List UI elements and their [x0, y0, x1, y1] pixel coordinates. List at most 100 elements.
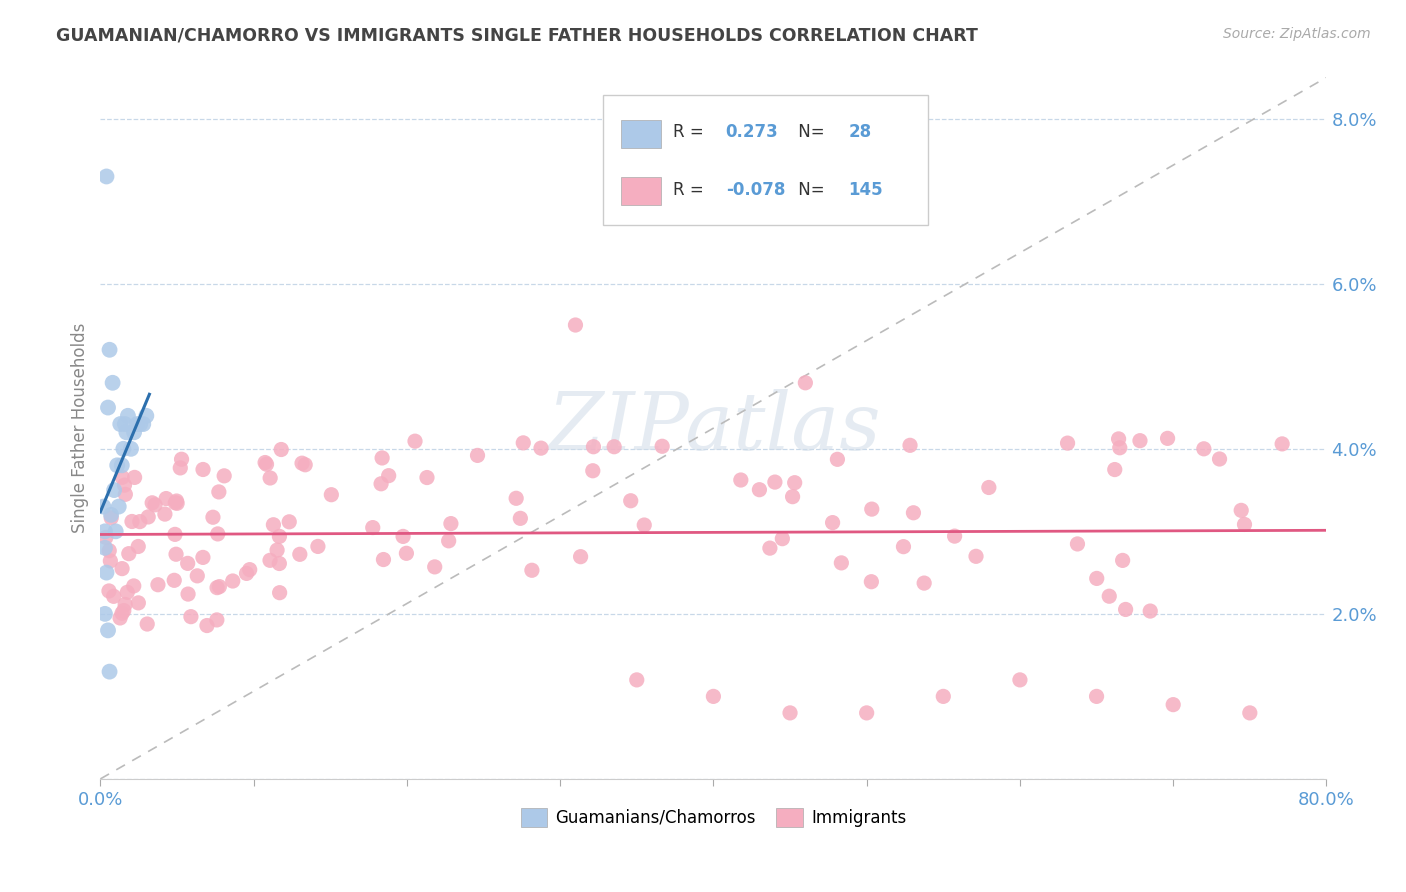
Point: [977, 481, 1000, 495]
Point: [129, 417, 152, 431]
Point: [191, 550, 214, 565]
Point: [235, 566, 257, 581]
Point: [254, 456, 277, 470]
Point: [416, 470, 439, 484]
Point: [191, 462, 214, 476]
Point: [127, 417, 149, 431]
Point: [143, 498, 166, 512]
Text: N=: N=: [793, 181, 830, 199]
Point: [530, 441, 553, 455]
Y-axis label: Single Father Households: Single Father Households: [72, 323, 89, 533]
Point: [212, 468, 235, 483]
Point: [124, 470, 146, 484]
Point: [278, 515, 301, 529]
Point: [94, 524, 117, 539]
Point: [222, 574, 245, 588]
Point: [186, 569, 208, 583]
Point: [783, 475, 806, 490]
Point: [256, 457, 278, 471]
Point: [97, 401, 120, 415]
Point: [821, 516, 844, 530]
Point: [898, 438, 921, 452]
Point: [132, 417, 155, 431]
Point: [96, 566, 118, 580]
Point: [321, 488, 343, 502]
Point: [163, 574, 186, 588]
Point: [114, 598, 136, 612]
Point: [965, 549, 987, 564]
Point: [205, 581, 228, 595]
Point: [100, 508, 122, 522]
Point: [103, 590, 125, 604]
Point: [404, 434, 426, 449]
Point: [912, 576, 935, 591]
Point: [114, 487, 136, 501]
Legend: Guamanians/Chamorros, Immigrants: Guamanians/Chamorros, Immigrants: [513, 801, 912, 834]
Point: [294, 458, 316, 472]
Point: [176, 557, 198, 571]
Point: [96, 169, 118, 184]
Point: [505, 491, 527, 506]
Point: [582, 440, 605, 454]
Point: [651, 439, 673, 453]
Point: [259, 471, 281, 485]
Point: [373, 552, 395, 566]
Point: [620, 493, 643, 508]
Point: [100, 511, 122, 525]
Point: [195, 618, 218, 632]
Text: GUAMANIAN/CHAMORRO VS IMMIGRANTS SINGLE FATHER HOUSEHOLDS CORRELATION CHART: GUAMANIAN/CHAMORRO VS IMMIGRANTS SINGLE …: [56, 27, 979, 45]
Point: [115, 425, 138, 440]
FancyBboxPatch shape: [621, 120, 661, 147]
FancyBboxPatch shape: [603, 95, 928, 225]
Point: [1108, 432, 1130, 446]
Point: [165, 496, 187, 510]
Point: [98, 665, 121, 679]
Point: [827, 452, 849, 467]
Point: [943, 529, 966, 543]
Point: [520, 563, 543, 577]
Point: [136, 510, 159, 524]
Point: [114, 478, 136, 492]
FancyBboxPatch shape: [621, 177, 661, 205]
Point: [1208, 452, 1230, 467]
Text: -0.078: -0.078: [725, 181, 785, 199]
Point: [262, 517, 284, 532]
Point: [121, 515, 143, 529]
Point: [569, 549, 592, 564]
Point: [1056, 436, 1078, 450]
Text: 145: 145: [848, 181, 883, 199]
Point: [259, 553, 281, 567]
Point: [118, 547, 141, 561]
Point: [702, 690, 724, 704]
Point: [98, 554, 121, 568]
Point: [626, 673, 648, 687]
Point: [163, 527, 186, 541]
Point: [266, 543, 288, 558]
Point: [893, 540, 915, 554]
Point: [903, 506, 925, 520]
Point: [1108, 441, 1130, 455]
Point: [98, 584, 121, 599]
Point: [371, 450, 394, 465]
Point: [782, 490, 804, 504]
Point: [1192, 442, 1215, 456]
Point: [633, 518, 655, 533]
Point: [467, 449, 489, 463]
Point: [1111, 553, 1133, 567]
Point: [169, 461, 191, 475]
Point: [1066, 537, 1088, 551]
Text: 0.273: 0.273: [725, 123, 779, 141]
Point: [135, 409, 157, 423]
Point: [830, 556, 852, 570]
Point: [207, 527, 229, 541]
Point: [1271, 437, 1294, 451]
Point: [1230, 503, 1253, 517]
Point: [377, 468, 399, 483]
Point: [208, 580, 231, 594]
Point: [201, 510, 224, 524]
Point: [111, 470, 134, 484]
Point: [110, 417, 132, 431]
Point: [582, 464, 605, 478]
Point: [127, 540, 149, 554]
Point: [1115, 602, 1137, 616]
